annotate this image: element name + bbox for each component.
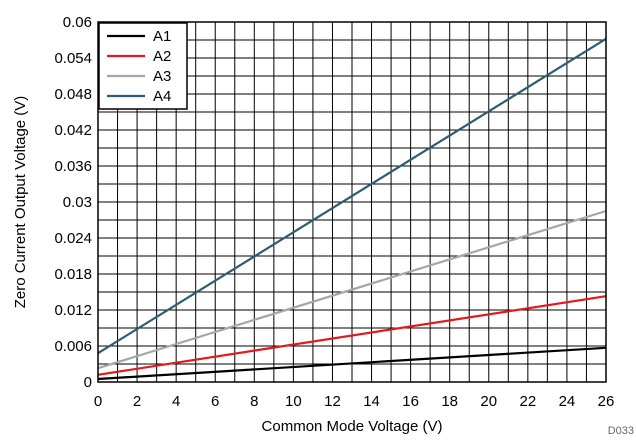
plot-frame [97, 21, 607, 383]
y-axis-ticks: 0 0.006 0.012 0.018 0.024 0.03 0.036 0.042 0.048… [54, 14, 92, 391]
series-lines [97, 37, 607, 381]
series-line-a3 [97, 209, 607, 370]
legend-label-a2: A2 [153, 48, 171, 65]
y-tick-label: 0.018 [54, 266, 92, 283]
legend-label-a3: A3 [153, 68, 171, 85]
y-tick-label: 0.006 [54, 338, 92, 355]
x-axis-label: Common Mode Voltage (V) [262, 418, 443, 435]
x-tick-label: 10 [285, 393, 302, 410]
x-tick-label: 4 [172, 393, 180, 410]
y-tick-label: 0.054 [54, 50, 92, 67]
y-tick-label: 0.042 [54, 122, 92, 139]
x-tick-label: 22 [520, 393, 537, 410]
figure-id: D033 [608, 425, 634, 437]
y-tick-label: 0.012 [54, 302, 92, 319]
legend: A1 A2 A3 A4 [98, 22, 188, 110]
x-tick-label: 6 [211, 393, 219, 410]
y-tick-label: 0 [84, 374, 92, 391]
y-tick-label: 0.048 [54, 86, 92, 103]
y-axis-label: Zero Current Output Voltage (V) [12, 96, 29, 309]
x-axis-ticks: 0 2 4 6 8 10 12 14 16 18 20 22 24 26 [94, 393, 615, 410]
y-tick-label: 0.036 [54, 158, 92, 175]
grid [97, 21, 607, 383]
series-line-a2 [97, 295, 607, 376]
series-line-a4 [97, 37, 607, 355]
x-tick-label: 20 [480, 393, 497, 410]
legend-label-a4: A4 [153, 88, 171, 105]
x-tick-label: 2 [133, 393, 141, 410]
y-tick-label: 0.06 [63, 14, 92, 31]
x-tick-label: 18 [441, 393, 458, 410]
legend-label-a1: A1 [153, 28, 171, 45]
x-tick-label: 8 [250, 393, 258, 410]
x-tick-label: 14 [363, 393, 380, 410]
y-tick-label: 0.03 [63, 194, 92, 211]
x-tick-label: 12 [324, 393, 341, 410]
legend-box [98, 22, 188, 110]
series-line-a1 [97, 346, 607, 381]
x-tick-label: 0 [94, 393, 102, 410]
y-tick-label: 0.024 [54, 230, 92, 247]
x-tick-label: 16 [402, 393, 419, 410]
x-tick-label: 26 [598, 393, 615, 410]
x-tick-label: 24 [559, 393, 576, 410]
